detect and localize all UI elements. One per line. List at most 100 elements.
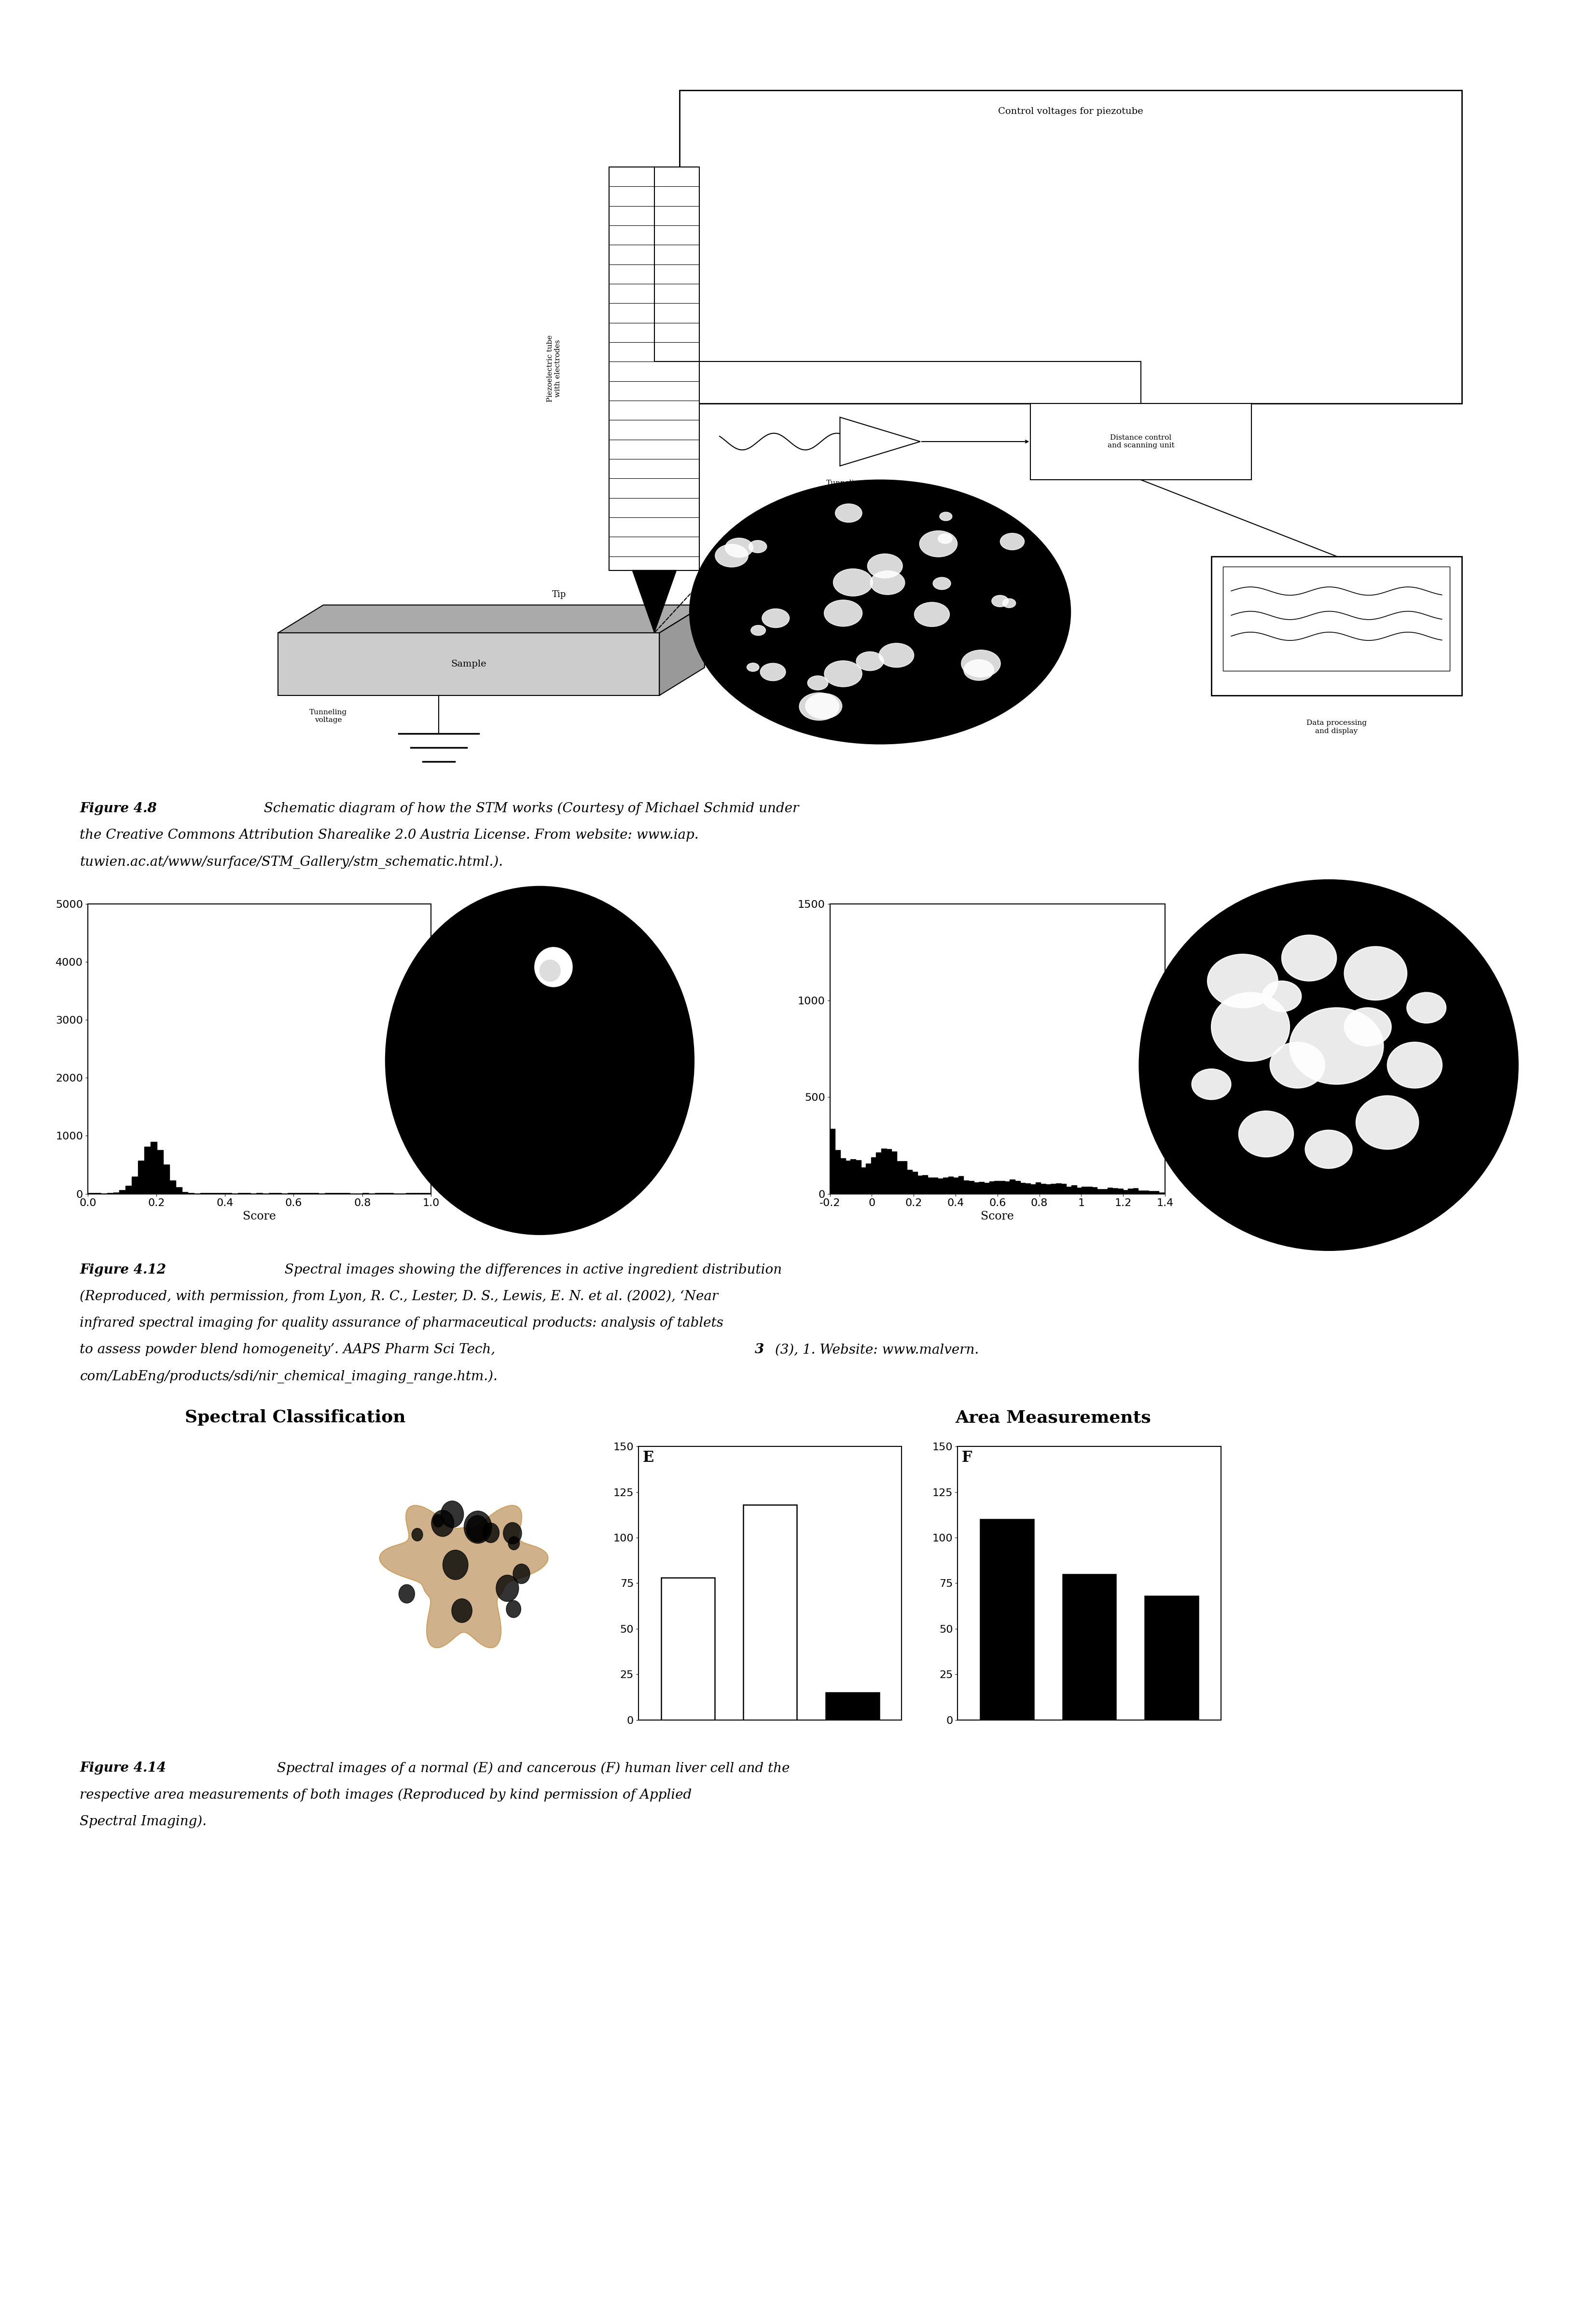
Bar [907, 1171, 913, 1194]
Circle shape [452, 1599, 472, 1623]
Circle shape [192, 1581, 201, 1592]
Circle shape [412, 1528, 423, 1541]
Circle shape [228, 1516, 243, 1532]
Circle shape [155, 1639, 172, 1660]
Text: infrared spectral imaging for quality assurance of pharmaceutical products: anal: infrared spectral imaging for quality as… [80, 1317, 723, 1331]
Circle shape [934, 577, 951, 589]
Bar [1077, 1187, 1082, 1194]
Bar [169, 1180, 176, 1194]
Bar [881, 1150, 886, 1194]
Bar [1071, 1184, 1077, 1194]
Circle shape [200, 1562, 211, 1574]
Bar [867, 1164, 871, 1194]
Text: Figure 4.8: Figure 4.8 [80, 802, 156, 816]
Ellipse shape [1357, 1096, 1419, 1150]
Text: Area Measurements: Area Measurements [956, 1409, 1151, 1426]
Circle shape [278, 1609, 284, 1616]
Circle shape [142, 1583, 160, 1604]
Circle shape [867, 554, 903, 577]
Circle shape [128, 1539, 137, 1548]
Circle shape [233, 1592, 238, 1599]
FancyBboxPatch shape [1223, 566, 1449, 672]
Circle shape [166, 1586, 172, 1592]
Text: Spectral Imaging).: Spectral Imaging). [80, 1815, 207, 1829]
Text: (Reproduced, with permission, from Lyon, R. C., Lester, D. S., Lewis, E. N. et a: (Reproduced, with permission, from Lyon,… [80, 1289, 718, 1303]
Circle shape [257, 1516, 268, 1530]
Circle shape [147, 1509, 156, 1521]
Text: F: F [350, 1694, 361, 1711]
Bar [855, 1159, 860, 1194]
Circle shape [496, 1574, 519, 1602]
Bar [1082, 1187, 1087, 1194]
Bar [1103, 1189, 1108, 1194]
Circle shape [800, 693, 839, 721]
Circle shape [225, 1627, 243, 1646]
Text: com/LabEng/products/sdi/nir_chemical_imaging_range.htm.).: com/LabEng/products/sdi/nir_chemical_ima… [80, 1370, 498, 1384]
Bar [886, 1150, 892, 1194]
Bar [1149, 1191, 1154, 1194]
Circle shape [227, 1595, 236, 1606]
Text: Tunneling
voltage: Tunneling voltage [310, 709, 348, 723]
Bar [1144, 1597, 1199, 1720]
Circle shape [204, 1625, 214, 1637]
Circle shape [808, 677, 828, 691]
Circle shape [508, 1537, 520, 1551]
Bar [156, 1150, 163, 1194]
Text: F: F [962, 1451, 972, 1465]
Bar [661, 1579, 715, 1720]
Circle shape [238, 1567, 247, 1579]
Circle shape [131, 1613, 142, 1627]
Circle shape [243, 1639, 254, 1653]
Text: Spectral images showing the differences in active ingredient distribution: Spectral images showing the differences … [276, 1263, 782, 1277]
Bar [902, 1161, 907, 1194]
Circle shape [246, 1611, 260, 1630]
Circle shape [193, 1606, 203, 1618]
Bar [132, 1178, 139, 1194]
Circle shape [225, 1516, 238, 1532]
Bar [1117, 1189, 1124, 1194]
Circle shape [223, 1541, 231, 1551]
Text: Data processing
and display: Data processing and display [1307, 719, 1366, 735]
FancyBboxPatch shape [680, 90, 1462, 403]
FancyBboxPatch shape [278, 633, 659, 695]
Bar [825, 1692, 879, 1720]
Bar [978, 1182, 985, 1194]
Circle shape [512, 1565, 530, 1583]
Circle shape [243, 1574, 247, 1581]
Circle shape [225, 1569, 235, 1581]
Circle shape [824, 600, 862, 626]
Circle shape [219, 1576, 235, 1595]
Circle shape [187, 1618, 204, 1637]
Bar [897, 1161, 902, 1194]
Circle shape [198, 1634, 215, 1657]
Circle shape [855, 651, 884, 670]
Circle shape [268, 1604, 287, 1627]
Circle shape [145, 1574, 155, 1586]
Bar [943, 1178, 948, 1194]
Text: Tip: Tip [552, 591, 567, 598]
Text: Spectral Classification: Spectral Classification [185, 1409, 405, 1426]
Bar [1004, 1182, 1010, 1194]
Circle shape [212, 1535, 220, 1541]
Bar [1133, 1189, 1138, 1194]
Bar [969, 1182, 974, 1194]
Bar [126, 1184, 132, 1194]
Bar [1087, 1187, 1092, 1194]
Polygon shape [117, 1484, 294, 1655]
Circle shape [158, 1504, 163, 1509]
Bar [1143, 1191, 1149, 1194]
Text: Schematic diagram of how the STM works (Courtesy of Michael Schmid under: Schematic diagram of how the STM works (… [255, 802, 800, 816]
Circle shape [749, 540, 766, 552]
Bar [1154, 1191, 1159, 1194]
Text: (3), 1. Website: www.malvern.: (3), 1. Website: www.malvern. [771, 1344, 978, 1356]
Bar [835, 1150, 839, 1194]
Polygon shape [278, 605, 704, 633]
FancyBboxPatch shape [610, 167, 699, 570]
Circle shape [134, 1565, 140, 1574]
Circle shape [207, 1576, 225, 1597]
X-axis label: Score: Score [243, 1210, 276, 1222]
Circle shape [464, 1511, 492, 1544]
Bar [922, 1175, 927, 1194]
Circle shape [824, 661, 862, 686]
Bar [144, 1147, 150, 1194]
